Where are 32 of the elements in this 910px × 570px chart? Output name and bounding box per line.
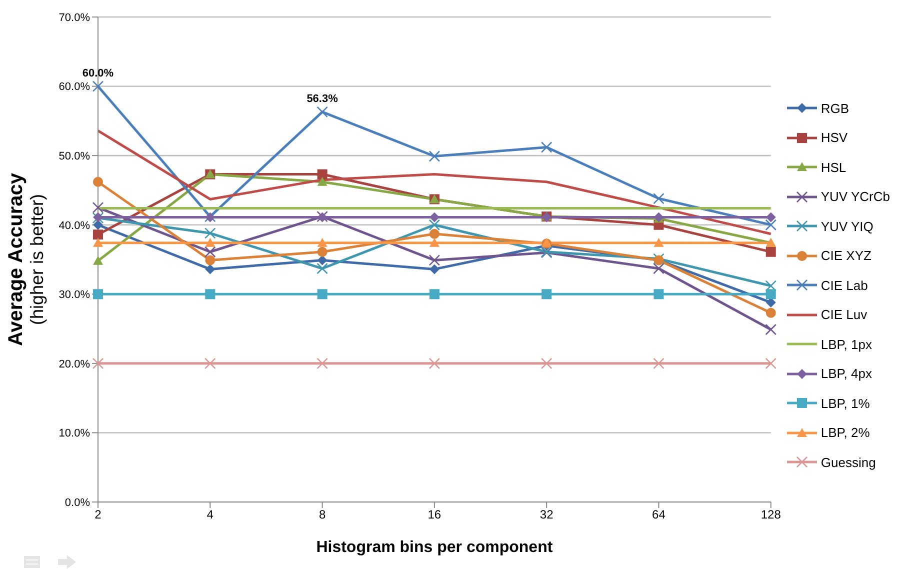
legend-label: Guessing xyxy=(820,454,876,470)
y-tick-label: 70.0% xyxy=(58,12,90,24)
y-tick-label: 0.0% xyxy=(64,496,90,509)
legend-label: YUV YIQ xyxy=(820,218,874,234)
y-tick-label: 20.0% xyxy=(58,358,90,370)
legend-label: LBP, 2% xyxy=(820,425,870,440)
y-tick-label: 30.0% xyxy=(58,289,90,302)
y-tick-label: 60.0% xyxy=(58,81,90,94)
legend-label: YUV YCrCb xyxy=(820,189,890,204)
x-tick-label: 4 xyxy=(206,508,214,522)
x-axis-title: Histogram bins per component xyxy=(316,539,554,556)
legend-label: HSL xyxy=(820,160,846,174)
y-tick-label: 10.0% xyxy=(58,428,90,440)
x-tick-label: 16 xyxy=(428,508,442,522)
legend-label: LBP, 1% xyxy=(820,396,870,410)
x-tick-label: 64 xyxy=(652,508,666,522)
data-label: 56.3% xyxy=(306,92,338,105)
legend-label: CIE Lab xyxy=(820,278,868,292)
x-tick-label: 128 xyxy=(760,508,782,522)
y-axis-title: Average Accuracy (higher is better) xyxy=(5,172,47,346)
legend-label: HSV xyxy=(820,130,848,145)
y-tick-label: 40.0% xyxy=(58,220,90,232)
legend-label: CIE Luv xyxy=(820,307,868,322)
x-tick-label: 8 xyxy=(318,508,326,522)
legend-label: RGB xyxy=(820,100,850,116)
data-label: 60.0% xyxy=(82,67,114,80)
legend-label: LBP, 1px xyxy=(820,336,872,352)
x-tick-label: 32 xyxy=(540,508,554,522)
legend-label: LBP, 4px xyxy=(820,366,872,381)
x-tick-label: 2 xyxy=(94,508,102,522)
legend-label: CIE XYZ xyxy=(820,248,872,263)
y-tick-label: 50.0% xyxy=(58,150,90,162)
